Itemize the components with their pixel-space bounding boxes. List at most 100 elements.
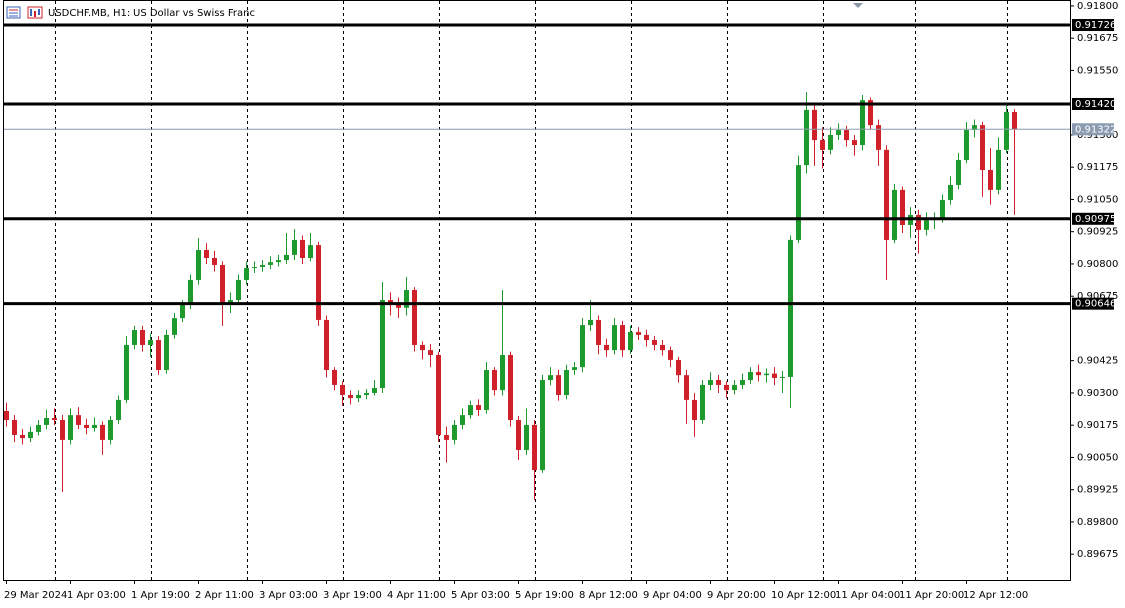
vertical-grid: [55, 1, 1008, 580]
candle-body: [924, 220, 929, 230]
candle-body: [612, 325, 617, 351]
chart-title: US Dollar vs Swiss Franc: [133, 8, 255, 19]
candle-body: [764, 373, 769, 376]
candle-body: [404, 290, 409, 308]
candle-body: [524, 424, 529, 450]
candle-body: [460, 415, 465, 425]
x-tick-label: 11 Apr 04:00: [835, 590, 900, 601]
candle-body: [620, 325, 625, 351]
y-tick-label: 0.90050: [1077, 452, 1118, 463]
candle-body: [172, 318, 177, 335]
candle-body: [676, 359, 681, 376]
x-tick-label: 8 Apr 12:00: [579, 590, 638, 601]
candle-body: [556, 375, 561, 396]
level-label-box: [1072, 212, 1114, 225]
candle-body: [868, 100, 873, 126]
candle-body: [116, 399, 121, 421]
y-tick-label: 0.91800: [1077, 1, 1118, 12]
toolbar-icons: [6, 6, 43, 19]
x-tick-label: 2 Apr 11:00: [195, 590, 254, 601]
x-tick-label: 5 Apr 03:00: [451, 590, 510, 601]
y-tick-label: 0.89800: [1077, 517, 1118, 528]
candle-body: [188, 279, 193, 305]
candle-body: [436, 355, 441, 435]
candle-body: [260, 264, 265, 268]
y-tick-label: 0.91550: [1077, 65, 1118, 76]
candle-body: [716, 380, 721, 385]
candle-body: [92, 424, 97, 429]
candle-body: [268, 262, 273, 265]
x-tick-label: 10 Apr 12:00: [771, 590, 836, 601]
candle-body: [492, 369, 497, 391]
y-tick-label: 0.90800: [1077, 259, 1118, 270]
candle-body: [52, 417, 57, 421]
last-price-label: 0.91322: [1075, 124, 1116, 135]
candle-body: [284, 254, 289, 261]
candle-body: [956, 159, 961, 185]
candle-body: [212, 258, 217, 265]
candle-body: [772, 373, 777, 378]
candle-body: [988, 170, 993, 190]
candle-body: [84, 424, 89, 429]
candle-body: [748, 372, 753, 381]
candle-body: [20, 435, 25, 439]
candle-body: [484, 369, 489, 410]
candle-body: [724, 384, 729, 391]
x-tick-label: 1 Apr 19:00: [131, 590, 190, 601]
x-tick-label: 29 Mar 2024: [4, 590, 67, 601]
candle-body: [76, 415, 81, 425]
candle-body: [860, 100, 865, 145]
candle-body: [804, 109, 809, 166]
x-tick-label: 1 Apr 03:00: [67, 590, 126, 601]
y-tick-label: 0.90425: [1077, 356, 1118, 367]
x-tick-label: 9 Apr 20:00: [707, 590, 766, 601]
candle-body: [132, 329, 137, 345]
y-tick-label: 0.91175: [1077, 162, 1118, 173]
candle-body: [820, 140, 825, 150]
candle-body: [940, 199, 945, 219]
level-label-box: [1072, 19, 1114, 32]
candle-body: [36, 424, 41, 432]
candle-body: [196, 250, 201, 280]
candle-body: [316, 245, 321, 320]
last-price-box: [1072, 123, 1114, 136]
candle-body: [604, 344, 609, 351]
level-label: 0.90975: [1075, 214, 1116, 225]
x-tick-label: 11 Apr 20:00: [899, 590, 964, 601]
candle-body: [156, 340, 161, 370]
candle-body: [732, 384, 737, 391]
plot: [4, 92, 1017, 501]
candle-body: [836, 130, 841, 135]
candle-body: [100, 424, 105, 440]
level-label-box: [1072, 97, 1114, 110]
level-label-box: [1072, 297, 1114, 310]
candle-body: [476, 405, 481, 410]
candle-body: [684, 375, 689, 400]
candle-body: [108, 420, 113, 440]
candle-body: [972, 125, 977, 131]
candle-body: [564, 369, 569, 396]
candle-body: [644, 334, 649, 341]
candle-body: [740, 380, 745, 385]
y-tick-label: 0.91050: [1077, 194, 1118, 205]
x-tick-label: 9 Apr 04:00: [643, 590, 702, 601]
candle-body: [276, 260, 281, 263]
candle-body: [636, 332, 641, 335]
candle-body: [796, 165, 801, 240]
candle-body: [412, 290, 417, 345]
candle-body: [780, 376, 785, 378]
candle-body: [892, 189, 897, 240]
candle-body: [828, 134, 833, 150]
candle-body: [372, 388, 377, 393]
candle-body: [164, 334, 169, 370]
candle-body: [964, 130, 969, 160]
candle-body: [300, 239, 305, 259]
candle-body: [332, 369, 337, 385]
candle-body: [588, 319, 593, 326]
candle-body: [1012, 111, 1017, 130]
candle-body: [540, 380, 545, 471]
candle-body: [180, 304, 185, 319]
y-tick-label: 0.91300: [1077, 130, 1118, 141]
candle-body: [948, 184, 953, 200]
